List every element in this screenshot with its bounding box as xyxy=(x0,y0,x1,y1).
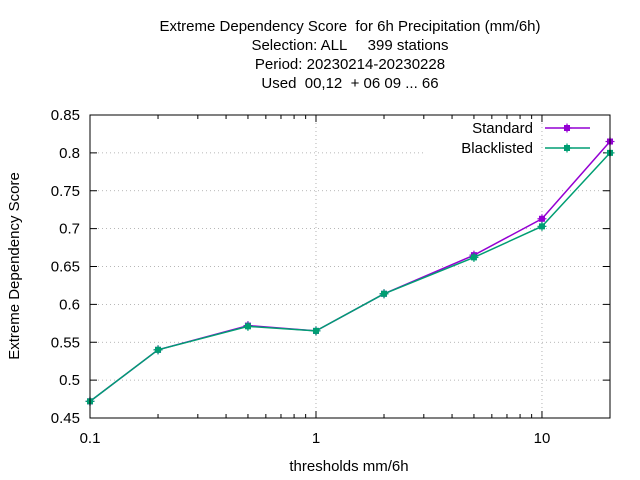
y-tick-label: 0.6 xyxy=(59,296,80,313)
legend-marker-1 xyxy=(562,143,572,153)
series-1-point xyxy=(537,221,547,231)
y-tick-label: 0.5 xyxy=(59,372,80,389)
legend: Standard Blacklisted xyxy=(461,120,590,157)
series-1-point xyxy=(153,345,163,355)
y-tick-label: 0.45 xyxy=(51,410,80,427)
x-tick-label: 1 xyxy=(312,430,320,447)
series-line-1 xyxy=(89,152,611,402)
y-tick-label: 0.8 xyxy=(59,145,80,162)
x-tick-label: 10 xyxy=(534,430,551,447)
series-layer xyxy=(85,137,615,406)
chart-title-line-4: Used 00,12 + 06 09 ... 66 xyxy=(261,75,439,92)
y-tick-label: 0.85 xyxy=(51,107,80,124)
y-axis-label: Extreme Dependency Score xyxy=(6,172,23,360)
x-axis-label: thresholds mm/6h xyxy=(289,458,408,475)
series-1-point xyxy=(469,252,479,262)
x-tick-label: 0.1 xyxy=(80,430,101,447)
series-1-point xyxy=(243,321,253,331)
series-0-point xyxy=(537,214,547,224)
chart-title-line-3: Period: 20230214-20230228 xyxy=(254,56,446,73)
chart-title-line-1: Extreme Dependency Score for 6h Precipit… xyxy=(159,18,541,35)
legend-label-0: Standard xyxy=(472,120,533,137)
series-line-0 xyxy=(89,141,611,402)
legend-label-1: Blacklisted xyxy=(461,140,533,157)
chart-title-line-2: Selection: ALL 399 stations xyxy=(251,37,449,54)
legend-marker-0 xyxy=(562,123,572,133)
plot-frame xyxy=(89,114,611,419)
y-tick-label: 0.7 xyxy=(59,221,80,238)
y-tick-label: 0.75 xyxy=(51,183,80,200)
y-tick-label: 0.55 xyxy=(51,334,80,351)
grid-layer xyxy=(90,115,610,418)
series-1-point xyxy=(311,326,321,336)
tick-layer: 0.45 0.5 0.55 0.6 0.65 0.7 0.75 0.8 0.85 0.1 1 10 xyxy=(51,107,610,447)
series-1-point xyxy=(379,289,389,299)
y-tick-label: 0.65 xyxy=(51,259,80,276)
